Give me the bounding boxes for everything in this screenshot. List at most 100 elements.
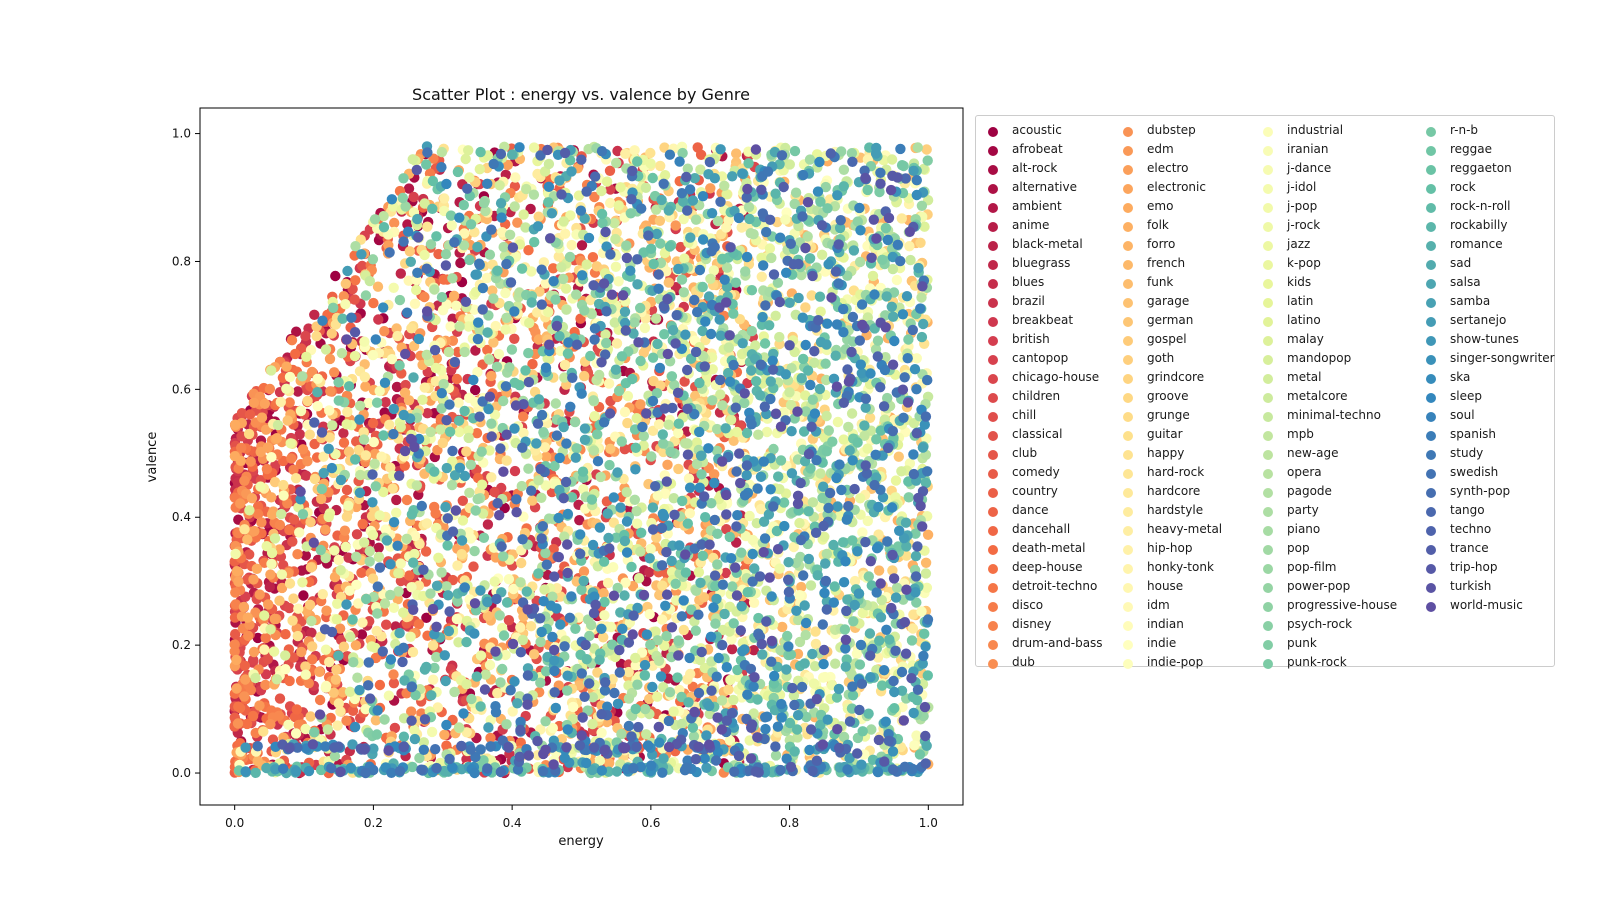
scatter-point (604, 757, 615, 769)
scatter-point (922, 529, 934, 540)
scatter-point (693, 567, 705, 578)
scatter-point (709, 469, 720, 480)
scatter-point (855, 493, 866, 504)
scatter-point (550, 294, 561, 305)
scatter-point (297, 577, 308, 588)
scatter-point (340, 541, 351, 553)
scatter-point (254, 589, 265, 600)
scatter-point (559, 359, 571, 371)
scatter-point (401, 494, 413, 506)
scatter-point (264, 581, 275, 593)
scatter-point (276, 582, 288, 594)
scatter-point (271, 433, 283, 444)
scatter-point (782, 630, 793, 642)
scatter-point (305, 711, 316, 722)
scatter-point (421, 159, 432, 170)
scatter-point (743, 158, 754, 169)
scatter-point (766, 252, 777, 264)
scatter-point (230, 548, 241, 560)
scatter-point (230, 419, 241, 430)
scatter-point (500, 287, 511, 299)
scatter-point (369, 458, 380, 469)
scatter-point (367, 417, 379, 429)
scatter-point (345, 631, 356, 643)
scatter-point (498, 395, 509, 407)
scatter-point (235, 498, 246, 509)
scatter-point (622, 390, 634, 402)
scatter-point (877, 254, 888, 265)
scatter-point (599, 596, 610, 608)
scatter-point (896, 160, 908, 171)
scatter-point (743, 201, 755, 213)
scatter-point (399, 387, 411, 398)
scatter-point (638, 430, 649, 442)
scatter-point (533, 211, 544, 222)
scatter-point (254, 700, 265, 711)
scatter-point (523, 347, 534, 359)
scatter-point (468, 561, 479, 572)
scatter-point (821, 548, 832, 560)
scatter-point (430, 508, 441, 519)
scatter-point (292, 549, 303, 560)
scatter-point (815, 196, 826, 207)
scatter-point (893, 451, 904, 462)
scatter-point (290, 473, 302, 484)
scatter-point (288, 514, 300, 525)
scatter-point (851, 648, 863, 659)
scatter-point (919, 628, 930, 639)
scatter-point (472, 493, 483, 505)
scatter-point (328, 302, 339, 313)
scatter-point (846, 408, 858, 419)
scatter-point (616, 351, 628, 362)
scatter-point (230, 628, 241, 640)
scatter-point (409, 548, 420, 560)
scatter-point (705, 183, 716, 194)
scatter-point (296, 565, 307, 576)
scatter-point (301, 351, 312, 362)
scatter-point (852, 437, 863, 448)
scatter-point (815, 468, 826, 479)
scatter-point (239, 475, 250, 486)
scatter-point (684, 508, 696, 519)
scatter-point (352, 672, 363, 683)
scatter-point (436, 292, 448, 303)
scatter-point (293, 603, 304, 614)
scatter-point (379, 326, 390, 337)
scatter-point (325, 386, 336, 397)
scatter-point (550, 611, 562, 622)
scatter-point (388, 678, 400, 689)
scatter-point (697, 550, 708, 561)
scatter-point (543, 158, 555, 170)
scatter-point (252, 755, 263, 767)
scatter-point (670, 578, 681, 589)
scatter-point (604, 459, 615, 471)
scatter-point (433, 248, 444, 260)
scatter-point (604, 165, 616, 176)
scatter-point (409, 298, 421, 309)
scatter-point (273, 710, 285, 721)
scatter-point (432, 444, 443, 456)
scatter-point (236, 408, 248, 419)
scatter-point (265, 719, 276, 730)
scatter-point (656, 614, 668, 625)
scatter-point (324, 405, 335, 416)
scatter-point (452, 166, 464, 178)
scatter-point (260, 669, 272, 680)
scatter-point (589, 411, 600, 422)
scatter-point (914, 749, 926, 760)
scatter-point (630, 703, 641, 715)
scatter-point (451, 613, 463, 625)
scatter-point (804, 154, 816, 165)
scatter-point (838, 434, 849, 445)
scatter-point (275, 396, 286, 408)
scatter-point (675, 241, 686, 253)
scatter-point (292, 386, 303, 397)
scatter-point (463, 432, 474, 444)
scatter-point (383, 690, 395, 701)
scatter-point (616, 436, 627, 447)
scatter-point (728, 694, 739, 706)
scatter-point (420, 546, 432, 557)
scatter-point (398, 607, 409, 618)
scatter-point (576, 584, 587, 595)
scatter-point (601, 176, 613, 187)
